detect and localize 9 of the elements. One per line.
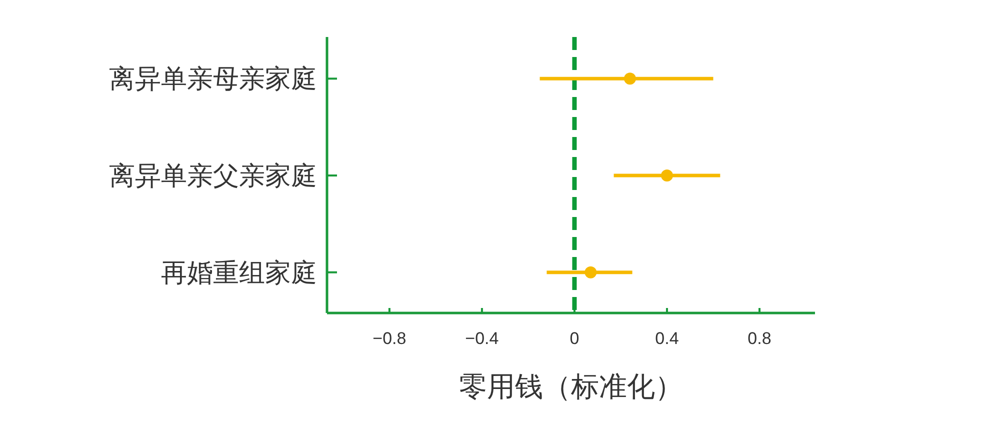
x-axis-title: 零用钱（标准化） (459, 371, 683, 402)
y-tick-label: 离异单亲父亲家庭 (109, 160, 317, 190)
x-tick-label: −0.4 (465, 329, 499, 348)
x-tick-label: 0.8 (748, 329, 772, 348)
x-tick-label: 0 (570, 329, 580, 348)
y-tick-label: 再婚重组家庭 (161, 257, 317, 288)
x-tick-label: −0.8 (372, 329, 406, 348)
x-tick-label: 0.4 (655, 329, 679, 348)
y-tick-label: 离异单亲母亲家庭 (109, 64, 317, 94)
